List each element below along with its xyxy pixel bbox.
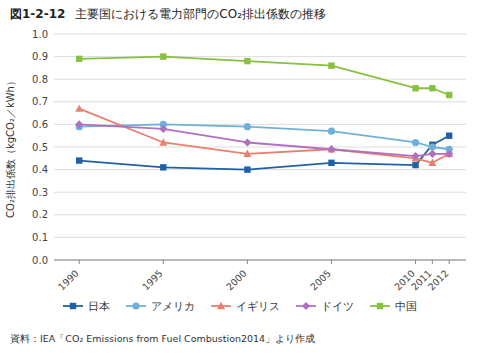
data-point <box>159 125 167 133</box>
legend-marker <box>377 303 383 309</box>
data-point <box>412 85 418 91</box>
data-point <box>412 139 419 146</box>
legend-label: アメリカ <box>151 300 195 312</box>
legend-item: 中国 <box>370 300 417 312</box>
grid-line <box>54 79 466 80</box>
y-tick-label: 0.5 <box>32 142 48 153</box>
y-tick-label: 0.3 <box>32 187 48 198</box>
data-point <box>76 56 82 62</box>
x-tick-label: 1990 <box>56 268 81 293</box>
grid-line <box>54 192 466 193</box>
y-tick-label: 1.0 <box>32 29 48 40</box>
data-point <box>428 159 436 166</box>
x-tick-label: 2000 <box>224 268 249 293</box>
y-tick-label: 0.1 <box>32 232 48 243</box>
y-axis-label: CO₂排出係数（kgCO₂／kWh） <box>5 76 16 218</box>
grid-line <box>54 237 466 238</box>
y-tick-label: 0.7 <box>32 96 48 107</box>
source-note: 資料：IEA「CO₂ Emissions from Fuel Combustio… <box>10 333 315 344</box>
figure-number: 図1-2-12 <box>10 7 65 21</box>
data-point <box>75 120 83 128</box>
data-point <box>446 92 452 98</box>
x-axis: 1990199520002005201020112012 <box>54 260 466 293</box>
data-point <box>446 133 452 139</box>
x-axis-line <box>54 260 466 261</box>
legend-label: 日本 <box>88 300 110 312</box>
grid-line <box>54 214 466 215</box>
data-point <box>76 157 82 163</box>
data-point <box>411 152 419 160</box>
grid-line <box>54 56 466 57</box>
data-point <box>244 166 250 172</box>
data-point <box>327 145 335 153</box>
legend-item: 日本 <box>63 300 110 312</box>
data-point <box>243 150 251 157</box>
data-point <box>445 150 453 157</box>
data-point <box>428 150 436 158</box>
legend-label: ドイツ <box>321 300 354 312</box>
y-tick-label: 0.2 <box>32 209 48 220</box>
legend-marker <box>132 302 139 309</box>
grid-line <box>54 260 466 261</box>
y-tick-label: 0.6 <box>32 119 48 130</box>
series <box>75 120 453 160</box>
series-line <box>79 124 449 156</box>
x-tick <box>449 260 450 264</box>
series-line <box>79 109 449 163</box>
x-tick <box>163 260 164 264</box>
data-point <box>429 143 436 150</box>
y-tick-label: 0.8 <box>32 74 48 85</box>
series <box>76 53 452 98</box>
data-point <box>412 162 418 168</box>
x-tick-label: 1995 <box>140 268 165 293</box>
data-point <box>244 58 250 64</box>
data-point <box>445 150 453 158</box>
data-point <box>328 160 334 166</box>
x-tick <box>247 260 248 264</box>
legend-marker <box>217 302 225 309</box>
grid-line <box>54 34 466 35</box>
series-line <box>79 57 449 95</box>
title-row: 図1-2-12 主要国における電力部門のCO₂排出係数の推移 <box>10 7 326 21</box>
data-point <box>429 85 435 91</box>
data-point <box>328 128 335 135</box>
data-point <box>160 53 166 59</box>
y-tick-label: 0.9 <box>32 51 48 62</box>
legend-item: イギリス <box>211 300 280 312</box>
plot-data <box>75 53 453 172</box>
data-point <box>328 62 334 68</box>
grid-line <box>54 101 466 102</box>
x-tick <box>415 260 416 264</box>
chart: 図1-2-12主要国における電力部門のCO₂排出係数の推移0.00.10.20.… <box>0 0 480 358</box>
data-point <box>75 104 83 111</box>
legend-marker <box>302 302 310 310</box>
legend: 日本 アメリカ イギリス ドイツ 中国 <box>63 300 417 312</box>
y-tick-label: 0.0 <box>32 255 48 266</box>
x-tick <box>432 260 433 264</box>
series <box>75 104 453 166</box>
data-point <box>159 138 167 145</box>
data-point <box>243 138 251 146</box>
x-tick-label: 2012 <box>426 268 451 293</box>
title: 主要国における電力部門のCO₂排出係数の推移 <box>75 7 326 21</box>
data-point <box>244 123 251 130</box>
data-point <box>160 164 166 170</box>
x-tick-label: 2005 <box>308 268 333 293</box>
y-axis: 0.0 0.1 0.2 0.3 0.4 0.5 0.6 0.7 0.8 0.9 1.0 <box>32 29 466 266</box>
data-point <box>327 145 335 152</box>
legend-label: イギリス <box>236 300 280 312</box>
legend-item: アメリカ <box>126 300 195 312</box>
series <box>76 121 453 153</box>
grid-line <box>54 147 466 148</box>
legend-label: 中国 <box>395 300 417 312</box>
y-tick-label: 0.4 <box>32 164 48 175</box>
legend-marker <box>70 303 76 309</box>
x-tick <box>79 260 80 264</box>
x-tick <box>331 260 332 264</box>
legend-item: ドイツ <box>296 300 354 312</box>
